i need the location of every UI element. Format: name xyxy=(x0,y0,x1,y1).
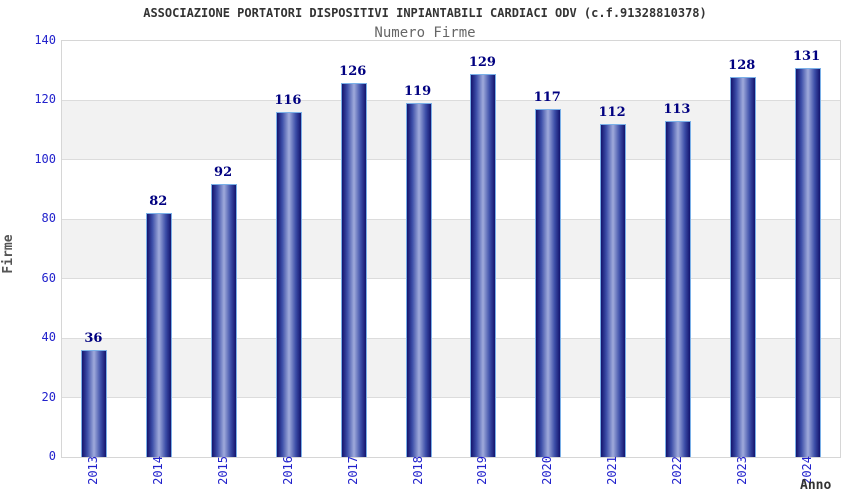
bar-value-label: 117 xyxy=(533,90,561,106)
bar-value-label: 116 xyxy=(274,93,302,109)
y-tick-label: 0 xyxy=(48,449,56,463)
x-tick-label: 2017 xyxy=(345,456,360,485)
bar-2013 xyxy=(81,350,108,457)
plot-area xyxy=(61,40,841,458)
gridline xyxy=(62,159,840,161)
bar-value-label: 128 xyxy=(728,57,756,73)
x-tick-label: 2019 xyxy=(475,456,490,485)
y-tick-label: 60 xyxy=(41,270,56,285)
y-tick-label: 100 xyxy=(34,151,56,166)
bar-value-label: 126 xyxy=(339,63,367,79)
y-axis-title: Firme xyxy=(1,234,16,274)
bar-2024 xyxy=(794,67,821,457)
bar-2023 xyxy=(729,76,756,457)
bar-2015 xyxy=(211,183,238,457)
gray-band xyxy=(62,219,840,279)
bar-2021 xyxy=(600,124,627,457)
x-tick-label: 2021 xyxy=(605,456,620,485)
bar-value-label: 112 xyxy=(598,105,626,121)
bar-2019 xyxy=(470,73,497,457)
bar-value-label: 131 xyxy=(793,48,821,64)
bar-2014 xyxy=(146,213,173,457)
bar-value-label: 119 xyxy=(404,84,432,100)
y-tick-label: 80 xyxy=(41,211,56,226)
y-tick-label: 140 xyxy=(34,33,56,47)
x-axis-title: Anno xyxy=(800,478,832,493)
bar-value-label: 113 xyxy=(663,102,691,118)
x-tick-label: 2023 xyxy=(734,456,749,485)
bar-2022 xyxy=(664,121,691,457)
x-tick-label: 2020 xyxy=(540,456,555,485)
y-tick-label: 40 xyxy=(41,330,56,345)
bar-value-label: 92 xyxy=(214,164,233,180)
bar-2016 xyxy=(275,112,302,457)
chart-title: ASSOCIAZIONE PORTATORI DISPOSITIVI INPIA… xyxy=(143,6,707,20)
y-tick-label: 120 xyxy=(34,92,56,107)
x-tick-label: 2016 xyxy=(280,456,295,485)
gray-band xyxy=(62,338,840,398)
x-tick-label: 2022 xyxy=(669,456,684,485)
x-tick-label: 2018 xyxy=(410,456,425,485)
gridline xyxy=(62,397,840,399)
bar-value-label: 129 xyxy=(468,54,496,70)
bar-value-label: 82 xyxy=(149,194,168,210)
gridline xyxy=(62,218,840,220)
x-tick-label: 2013 xyxy=(86,456,101,485)
bar-2017 xyxy=(340,82,367,457)
bar-2018 xyxy=(405,103,432,457)
gridline xyxy=(62,99,840,101)
gridline xyxy=(62,337,840,339)
bar-value-label: 36 xyxy=(84,331,103,347)
bar-2020 xyxy=(535,109,562,457)
chart-subtitle: Numero Firme xyxy=(374,25,476,41)
gray-band xyxy=(62,100,840,160)
x-tick-label: 2015 xyxy=(216,456,231,485)
gridline xyxy=(62,278,840,280)
x-tick-label: 2014 xyxy=(151,456,166,485)
y-tick-label: 20 xyxy=(41,389,56,404)
